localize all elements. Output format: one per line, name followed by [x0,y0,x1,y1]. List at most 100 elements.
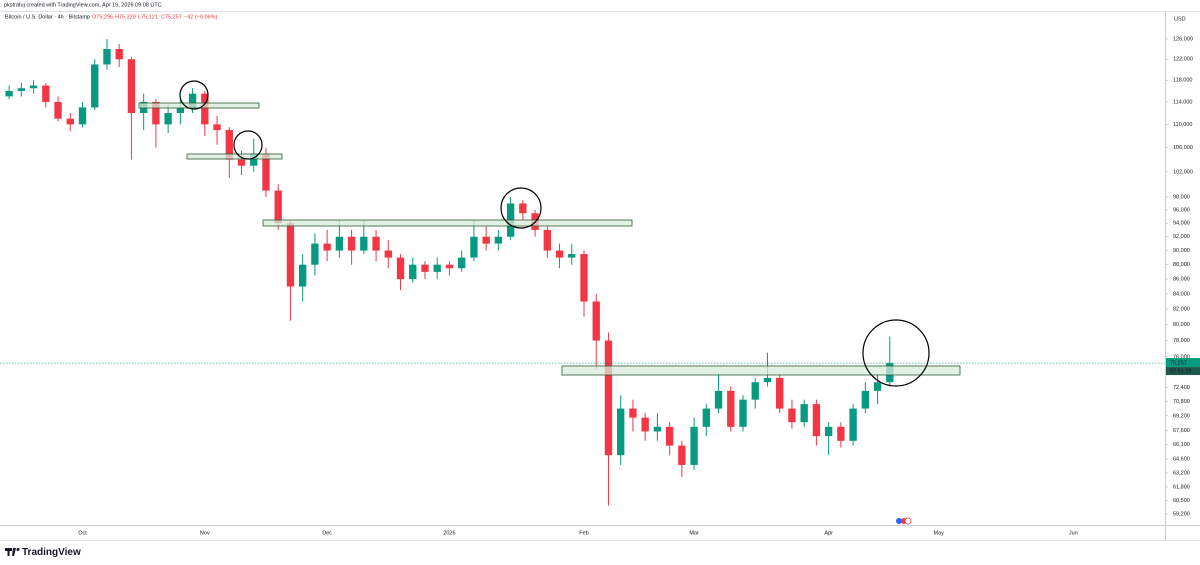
event-icon [896,518,902,524]
candle-body [42,85,50,102]
candle-body [494,236,503,244]
candle-body [751,382,759,400]
candle-body [776,377,784,409]
event-icons [896,517,912,525]
candle-body [164,113,172,125]
legend-close: C75,257 [161,14,182,20]
legend-change: −42 (−0.06%) [184,14,217,20]
candle-body [580,254,588,302]
candle-body [17,88,26,91]
candle-body [555,250,564,258]
candle-body [66,118,74,125]
candle-body [849,408,857,441]
legend-high: H75,329 [115,14,136,20]
logo: TradingView [5,547,81,558]
price-label: 75,257 [1170,361,1187,367]
candle-body [861,390,869,409]
highlight-circle [862,319,930,387]
legend-symbol: Bitcoin / U.S. Dollar · 4h · Bitstamp [5,14,90,20]
candle-body [372,236,380,251]
y-tick-label: 67,600 [1173,428,1190,434]
y-tick-label: 98,000 [1173,194,1190,200]
y-tick-label: 70,800 [1173,399,1190,405]
x-tick-label: Apr [824,530,833,536]
candle-body [299,264,307,287]
currency: USD [1174,16,1186,22]
y-tick-label: 122,000 [1173,57,1193,63]
candle-body [127,59,136,114]
x-tick-label: Nov [200,530,210,536]
candle-body [873,382,882,391]
candle-body [323,243,331,251]
y-tick-label: 102,000 [1173,169,1193,175]
candle-body [311,243,319,265]
y-tick-label: 63,200 [1173,470,1190,476]
y-tick-label: 82,000 [1173,307,1190,313]
candle-body [274,190,282,224]
highlight-circle [233,130,263,160]
candle-body [690,426,698,465]
header-credit: pkstratuj created with TradingView.com, … [4,2,162,8]
candle-body [103,49,111,65]
candle-body [250,153,258,166]
y-tick-label: 90,000 [1173,248,1190,254]
candle-body [702,408,710,427]
y-tick-label: 84,000 [1173,291,1190,297]
candle-body [225,130,233,160]
candle-body [592,301,600,341]
candle-body [29,85,38,89]
y-tick-label: 118,000 [1173,78,1192,84]
candle-body [115,49,123,60]
y-tick-label: 92,000 [1173,234,1190,240]
countdown: 02:51:18 [1170,369,1191,375]
y-tick-label: 110,000 [1173,122,1192,128]
candle-body [837,426,845,441]
y-tick-label: 106,000 [1173,145,1193,151]
candle-body [421,264,429,272]
candle-body [543,229,551,251]
candle-body [739,399,747,427]
candle-body [788,408,796,423]
y-tick-label: 88,000 [1173,262,1190,268]
x-tick-label: Oct [78,530,87,536]
candle-body [678,445,686,465]
candle-body [5,90,13,97]
zone-box [561,365,961,376]
y-tick-label: 78,000 [1173,338,1190,344]
y-tick-label: 72,400 [1173,385,1190,391]
candle-body [617,408,625,456]
candle-body [641,417,649,432]
y-tick-label: 69,200 [1173,413,1190,419]
candle-body [824,426,833,437]
price-label-bg [1166,358,1200,368]
legend-open: O75,296 [92,14,113,20]
y-tick-label: 86,000 [1173,277,1190,283]
candle-body [384,250,392,258]
logo-text: TradingView [22,547,81,558]
candle-body [629,408,637,418]
y-tick-label: 59,200 [1173,511,1190,517]
candle-body [152,101,160,125]
candle-body [714,390,723,409]
y-tick-label: 80,000 [1173,322,1190,328]
x-tick-label: 2026 [443,530,455,536]
candle-body [347,236,356,251]
y-tick-label: 114,000 [1173,99,1192,105]
highlight-circle [500,187,542,229]
x-tick-label: Jun [1069,530,1078,536]
x-tick-label: Dec [322,530,332,536]
candle-body [727,390,735,427]
candle-body [188,93,197,108]
x-tick-label: May [934,530,945,536]
candle-body [470,236,478,258]
candle-body [568,254,576,258]
candle-body [800,404,808,423]
candle-body [445,264,454,269]
candle-body [812,404,821,437]
candle-body [91,64,99,108]
zone-box [138,102,260,109]
candle-body [604,340,613,456]
